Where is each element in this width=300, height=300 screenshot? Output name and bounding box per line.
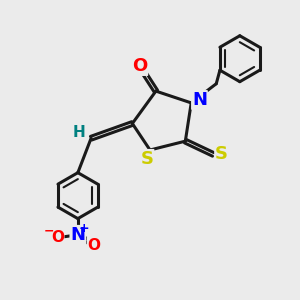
Text: H: H: [72, 125, 85, 140]
Text: +: +: [78, 222, 89, 236]
Text: N: N: [70, 226, 86, 244]
Text: S: S: [141, 150, 154, 168]
Text: −: −: [44, 225, 54, 238]
Text: O: O: [132, 57, 147, 75]
Text: N: N: [192, 91, 207, 109]
Text: O: O: [88, 238, 100, 253]
Text: O: O: [51, 230, 64, 245]
Text: S: S: [215, 146, 228, 164]
